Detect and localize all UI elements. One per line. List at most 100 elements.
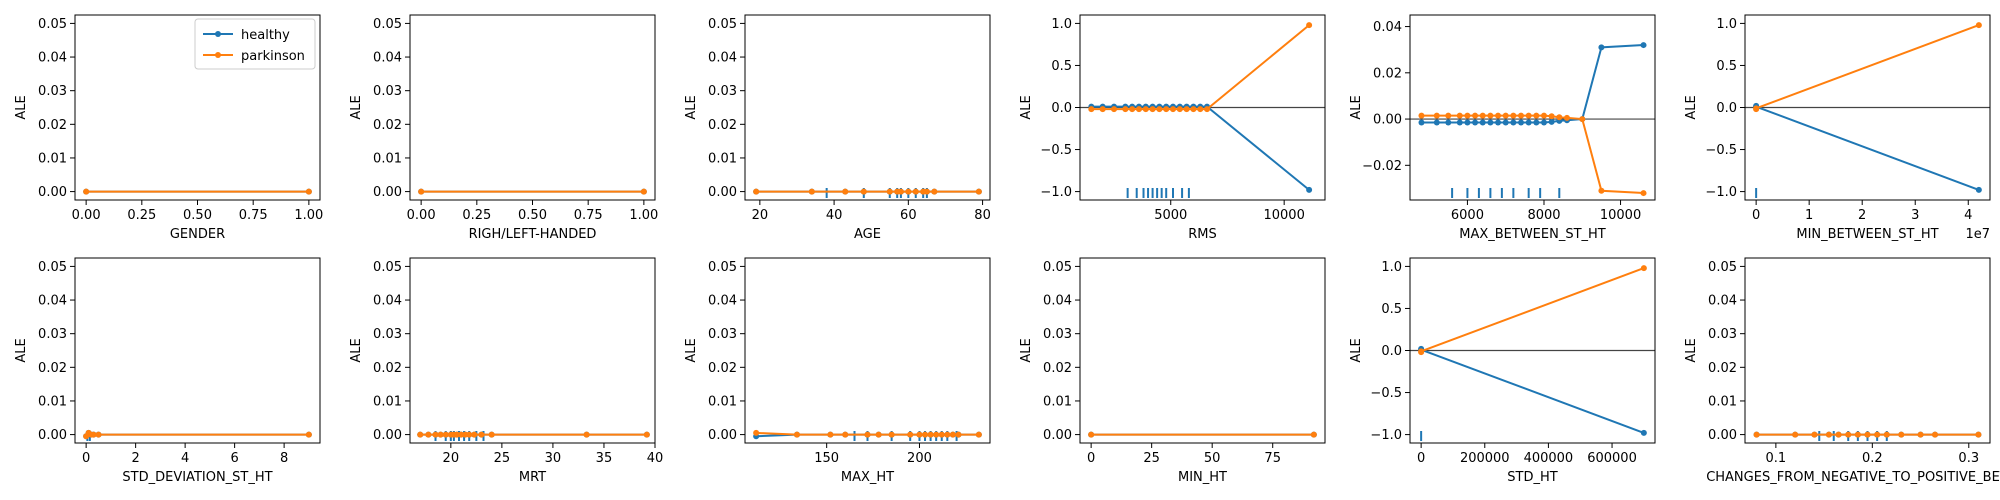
data-point-parkinson: [944, 431, 951, 438]
y-tick-label: 1.0: [1381, 260, 1402, 275]
data-point-parkinson: [1310, 431, 1317, 438]
legend: healthy parkinson: [194, 18, 316, 70]
y-tick-label: 0.00: [373, 428, 402, 443]
data-point-healthy: [1464, 119, 1471, 126]
data-point-parkinson: [933, 431, 940, 438]
x-tick-label: 40: [826, 208, 843, 223]
y-tick-label: 0.02: [38, 361, 67, 376]
data-point-parkinson: [305, 188, 312, 195]
y-tick-label: 0.03: [1708, 327, 1737, 342]
x-tick-label: 20: [443, 451, 460, 466]
y-tick-label: 0.03: [373, 84, 402, 99]
legend-box: [194, 18, 316, 70]
data-point-parkinson: [912, 188, 919, 195]
y-tick-label: −0.5: [1040, 143, 1072, 158]
data-point-parkinson: [975, 431, 982, 438]
x-tick-label: 4: [181, 451, 189, 466]
data-point-parkinson: [955, 431, 962, 438]
data-point-parkinson: [1874, 431, 1881, 438]
data-point-parkinson: [1548, 113, 1555, 120]
y-tick-label: 0.04: [38, 51, 67, 66]
data-point-healthy: [1640, 429, 1647, 436]
x-tick-label: 6000: [1451, 208, 1484, 223]
data-point-parkinson: [1111, 106, 1118, 113]
y-tick-label: 0.0: [1716, 101, 1737, 116]
y-tick-label: 0.03: [708, 327, 737, 342]
axes-frame: [409, 257, 656, 444]
y-tick-label: 0.01: [708, 151, 737, 166]
x-tick-label: 400000: [1524, 451, 1574, 466]
x-tick-label: 0.3: [1958, 451, 1979, 466]
y-tick-label: 0.04: [373, 294, 402, 309]
series-line-parkinson: [1421, 114, 1644, 195]
y-tick-label: 0.05: [373, 17, 402, 32]
x-tick-label: 80: [974, 208, 991, 223]
data-point-parkinson: [1495, 112, 1502, 119]
data-point-healthy: [1495, 119, 1502, 126]
data-point-healthy: [1456, 119, 1463, 126]
data-point-healthy: [1598, 44, 1605, 51]
x-tick-label: 3: [1911, 208, 1919, 223]
data-point-parkinson: [1197, 106, 1204, 113]
data-point-healthy: [1472, 119, 1479, 126]
data-point-parkinson: [1518, 112, 1525, 119]
data-point-parkinson: [1170, 106, 1177, 113]
y-axis-label: ALE: [1684, 95, 1699, 119]
x-axis-label: STD_HT: [1507, 470, 1557, 485]
ale-panel-2: 0.00 0.25 0.50 0.75 1.00 0.00 0.01 0.02 0.03 0.04…: [349, 14, 658, 242]
data-point-parkinson: [1163, 106, 1170, 113]
data-point-healthy: [1525, 119, 1532, 126]
ale-panel-11: 0 200000 400000 600000 −1.0 −0.5 0.0 0.5 1.0 STD_…: [1349, 257, 1656, 485]
y-axis-label: ALE: [1349, 338, 1364, 362]
y-tick-label: 0.00: [38, 185, 67, 200]
data-point-parkinson: [643, 431, 650, 438]
x-axis-label: MIN_BETWEEN_ST_HT: [1796, 227, 1938, 242]
y-tick-label: 0.03: [708, 84, 737, 99]
y-tick-label: 0.01: [1708, 394, 1737, 409]
data-point-parkinson: [478, 431, 485, 438]
y-tick-label: 0.00: [708, 185, 737, 200]
axes-frame: [409, 14, 656, 201]
y-tick-label: −0.5: [1370, 386, 1402, 401]
data-point-parkinson: [1883, 431, 1890, 438]
x-tick-label: 0: [1087, 451, 1095, 466]
ale-panel-5: 6000 8000 10000 −0.02 0.00 0.02 0.04 MAX_BETWEE…: [1349, 14, 1656, 242]
y-tick-label: 0.05: [708, 17, 737, 32]
series-line-parkinson: [1091, 24, 1310, 111]
data-point-healthy: [1479, 119, 1486, 126]
legend-marker-parkinson: [215, 52, 221, 58]
x-tick-label: 6: [230, 451, 238, 466]
y-tick-label: 0.01: [373, 151, 402, 166]
y-axis-label: ALE: [1019, 95, 1034, 119]
y-tick-label: 0.05: [38, 17, 67, 32]
data-point-parkinson: [1510, 112, 1517, 119]
x-tick-label: 200000: [1460, 451, 1510, 466]
x-tick-label: 75: [1264, 451, 1281, 466]
x-axis-label: MAX_BETWEEN_ST_HT: [1459, 227, 1606, 242]
series-line-healthy: [1420, 348, 1645, 434]
axes-frame: [74, 257, 321, 444]
y-tick-label: 0.5: [1051, 59, 1072, 74]
data-point-parkinson: [886, 188, 893, 195]
data-point-parkinson: [1898, 431, 1905, 438]
data-point-parkinson: [1579, 116, 1586, 123]
x-tick-label: 10000: [1263, 208, 1304, 223]
data-point-parkinson: [1825, 431, 1832, 438]
y-axis-label: ALE: [1684, 338, 1699, 362]
y-axis-label: ALE: [349, 95, 364, 119]
y-tick-label: 0.0: [1381, 344, 1402, 359]
y-tick-label: 0.04: [708, 294, 737, 309]
data-point-healthy: [1306, 186, 1313, 193]
data-point-healthy: [1548, 118, 1555, 125]
data-point-healthy: [1418, 119, 1425, 126]
series-line-healthy: [1091, 105, 1310, 191]
y-axis-label: ALE: [1019, 338, 1034, 362]
x-tick-label: 1: [1805, 208, 1813, 223]
data-point-parkinson: [1640, 190, 1647, 197]
data-point-parkinson: [442, 431, 449, 438]
ale-panel-7: 0 2 4 6 8 0.00 0.01 0.02 0.03 0.04 0.05 STD_DEVIATI…: [14, 257, 321, 485]
data-point-parkinson: [1176, 106, 1183, 113]
y-tick-label: 0.02: [38, 118, 67, 133]
y-tick-label: 0.05: [38, 260, 67, 275]
data-point-healthy: [1510, 119, 1517, 126]
